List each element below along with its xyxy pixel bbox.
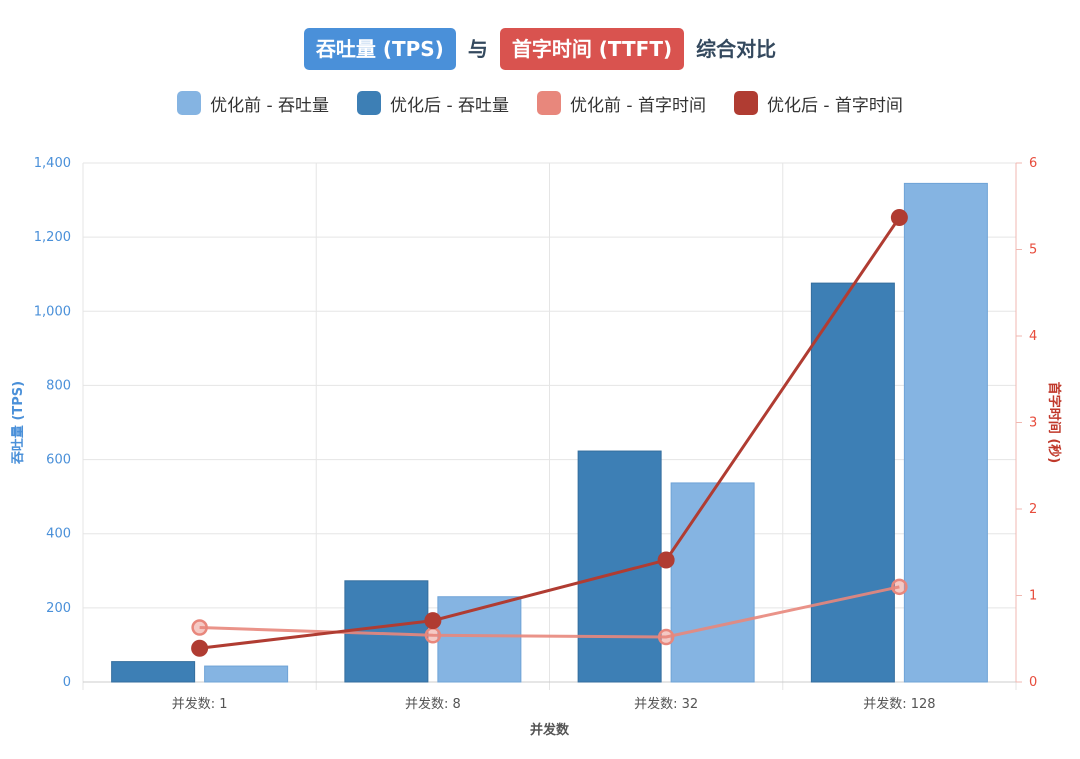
y-tick-label: 1,400	[34, 156, 71, 171]
y2-tick-label: 5	[1029, 243, 1037, 258]
legend-item-after-ttft[interactable]: 优化后 - 首字时间	[733, 91, 903, 116]
y-tick-label: 800	[46, 378, 71, 393]
legend: 优化前 - 吞吐量 优化后 - 吞吐量 优化前 - 首字时间 优化后 - 首字时…	[0, 88, 1080, 118]
series-line	[199, 216, 901, 650]
y2-tick-label: 6	[1029, 156, 1037, 171]
x-tick-label: 并发数: 32	[634, 696, 698, 712]
data-point	[424, 627, 442, 644]
y-axis-title: 吞吐量 (TPS)	[10, 381, 26, 464]
y2-tick-label: 2	[1029, 502, 1037, 517]
y-tick-label: 1,200	[34, 230, 71, 245]
bar	[903, 182, 988, 683]
data-point	[891, 578, 908, 596]
legend-label: 优化前 - 首字时间	[570, 95, 706, 116]
y-tick-label: 400	[46, 527, 71, 542]
legend-item-before-tps[interactable]: 优化前 - 吞吐量	[177, 91, 329, 116]
bar	[577, 450, 662, 683]
x-tick-label: 并发数: 128	[863, 696, 935, 712]
series-line	[199, 585, 900, 639]
y-tick-label: 1,000	[34, 304, 71, 319]
data-point	[657, 628, 675, 646]
data-point	[191, 639, 209, 657]
title-connector: 与	[467, 37, 488, 61]
y-tick-label: 600	[46, 453, 71, 468]
y2-tick-label: 1	[1029, 589, 1037, 604]
bar	[111, 661, 196, 683]
title-chip-tps: 吞吐量 (TPS)	[303, 28, 456, 70]
title-chip-ttft: 首字时间 (TTFT)	[499, 28, 685, 70]
legend-swatch	[177, 91, 202, 115]
title-suffix: 综合对比	[696, 37, 777, 61]
y-tick-label: 0	[63, 675, 71, 690]
bar	[437, 596, 522, 683]
bar	[204, 665, 289, 683]
bar	[810, 282, 895, 683]
x-axis-title: 并发数	[530, 722, 570, 738]
data-point	[890, 208, 908, 226]
legend-swatch	[357, 91, 382, 115]
x-tick-label: 并发数: 8	[405, 696, 461, 712]
y2-tick-label: 3	[1029, 416, 1037, 431]
legend-item-after-tps[interactable]: 优化后 - 吞吐量	[357, 91, 509, 116]
legend-label: 优化后 - 首字时间	[766, 95, 903, 116]
y2-tick-label: 0	[1029, 675, 1037, 690]
legend-swatch	[537, 91, 561, 115]
data-point	[191, 619, 208, 636]
legend-item-before-ttft[interactable]: 优化前 - 首字时间	[537, 91, 706, 116]
y-tick-label: 200	[46, 601, 71, 616]
bar	[670, 482, 755, 683]
legend-label: 优化前 - 吞吐量	[210, 95, 330, 116]
y2-axis-title: 首字时间 (秒)	[1046, 382, 1062, 463]
y2-tick-label: 4	[1029, 329, 1037, 344]
legend-swatch	[733, 91, 758, 115]
legend-label: 优化后 - 吞吐量	[390, 95, 509, 116]
data-point	[424, 612, 442, 630]
x-tick-label: 并发数: 1	[172, 696, 228, 712]
data-point	[657, 551, 675, 569]
chart-title: 吞吐量 (TPS) 与 首字时间 (TTFT) 综合对比	[0, 26, 1080, 72]
